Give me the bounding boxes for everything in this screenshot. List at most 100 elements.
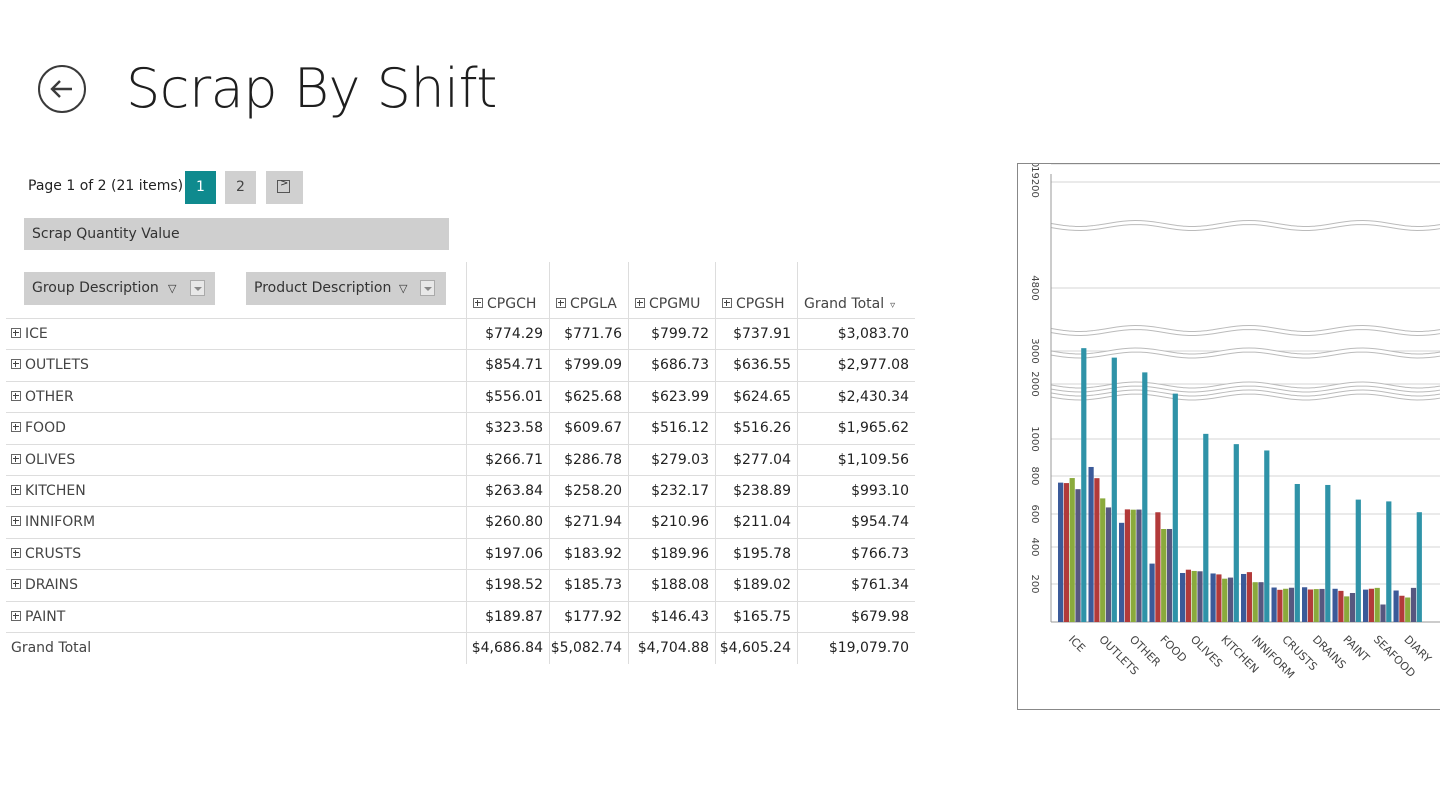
row-header[interactable]: FOOD <box>11 413 66 444</box>
chevron-down-icon[interactable] <box>190 280 205 296</box>
table-row: KITCHEN $263.84 $258.20 $232.17 $238.89 $993.… <box>6 475 915 507</box>
expand-icon[interactable] <box>11 359 21 370</box>
column-header-grand-total[interactable]: Grand Total ▿ <box>797 262 916 318</box>
table-cell: $556.01 <box>466 381 549 413</box>
chart-bar <box>1258 582 1264 622</box>
y-tick-label: 200 <box>1029 574 1040 593</box>
table-cell: $188.08 <box>628 570 715 602</box>
row-header[interactable]: KITCHEN <box>11 476 86 507</box>
table-cell: $993.10 <box>797 476 915 507</box>
axis-break <box>1050 390 1440 400</box>
row-header[interactable]: ICE <box>11 319 48 350</box>
filter-icon[interactable]: ▽ <box>168 282 177 295</box>
expand-icon[interactable] <box>11 485 21 495</box>
table-cell: $277.04 <box>715 444 797 476</box>
row-label: PAINT <box>25 608 66 625</box>
y-tick-label: 2000 <box>1029 371 1040 396</box>
chart-bar <box>1227 577 1234 622</box>
page-1-button[interactable]: 1 <box>185 171 216 204</box>
table-cell: $271.94 <box>549 507 628 539</box>
row-header[interactable]: OTHER <box>11 382 74 413</box>
expand-icon[interactable] <box>722 298 732 308</box>
row-label: KITCHEN <box>25 483 86 499</box>
column-header-cpgch[interactable]: CPGCH <box>466 262 550 318</box>
row-header[interactable]: INNIFORM <box>11 507 95 538</box>
expand-icon[interactable] <box>11 610 21 621</box>
grand-total-label: Grand Total <box>11 633 91 664</box>
table-cell: $210.96 <box>628 507 715 539</box>
chart-bar <box>1332 588 1338 622</box>
chart-bar <box>1216 574 1222 622</box>
table-cell: $4,686.84 <box>466 633 549 664</box>
chart-bar <box>1410 587 1417 622</box>
table-cell: $771.76 <box>549 319 628 350</box>
filter-icon[interactable]: ▽ <box>399 282 408 295</box>
table-cell: $258.20 <box>549 476 628 507</box>
table-row: DRAINS $198.52 $185.73 $188.08 $189.02 $761.3… <box>6 569 915 602</box>
y-tick-label: 600 <box>1029 504 1040 523</box>
chevron-down-icon[interactable] <box>420 280 435 296</box>
expand-icon[interactable] <box>11 579 21 590</box>
expand-icon[interactable] <box>556 298 566 308</box>
chart-bar <box>1264 450 1270 622</box>
table-cell: $146.43 <box>628 601 715 633</box>
chart-bar <box>1105 507 1112 622</box>
next-page-button[interactable]: > <box>266 171 303 204</box>
chart-bar <box>1119 522 1125 622</box>
table-cell: $266.71 <box>466 444 549 476</box>
row-label: CRUSTS <box>25 545 82 562</box>
expand-icon[interactable] <box>11 422 21 433</box>
row-label: Grand Total <box>11 640 92 656</box>
row-label: DRAINS <box>25 577 79 594</box>
chart-bar <box>1124 509 1130 622</box>
chart-bar <box>1185 569 1191 622</box>
axis-break <box>1050 348 1440 358</box>
table-cell: $198.52 <box>466 570 549 602</box>
table-cell: $854.71 <box>466 350 549 382</box>
sort-icon[interactable]: ▿ <box>890 300 896 311</box>
expand-icon[interactable] <box>11 328 21 338</box>
row-header[interactable]: PAINT <box>11 602 65 633</box>
column-header-cpgla[interactable]: CPGLA <box>549 262 629 318</box>
chart-bar <box>1344 596 1350 622</box>
back-button[interactable] <box>38 65 86 113</box>
table-cell: $623.99 <box>628 381 715 413</box>
chart-bar <box>1399 595 1405 622</box>
y-tick-label: 4800 <box>1029 275 1040 300</box>
chart-bar <box>1313 589 1319 622</box>
page-2-button[interactable]: 2 <box>225 171 256 204</box>
table-cell: $4,605.24 <box>715 633 797 664</box>
row-header[interactable]: OLIVES <box>11 445 75 476</box>
table-cell: $189.87 <box>466 601 549 633</box>
row-field-group-description[interactable]: Group Description ▽ <box>24 272 215 305</box>
row-header[interactable]: DRAINS <box>11 570 78 601</box>
expand-icon[interactable] <box>11 516 21 527</box>
row-header[interactable]: CRUSTS <box>11 539 81 570</box>
chart-bar <box>1288 587 1295 622</box>
expand-icon[interactable] <box>11 390 21 401</box>
expand-icon[interactable] <box>635 298 645 308</box>
column-header-cpgmu[interactable]: CPGMU <box>628 262 716 318</box>
chart-bar <box>1380 604 1386 622</box>
table-row: INNIFORM $260.80 $271.94 $210.96 $211.04 $954… <box>6 506 915 539</box>
table-cell: $799.09 <box>549 350 628 382</box>
chart-bar <box>1294 483 1300 622</box>
expand-icon[interactable] <box>473 298 483 308</box>
x-tick-label: OLIVES <box>1188 633 1225 670</box>
table-cell: $323.58 <box>466 413 549 445</box>
column-header-cpgsh[interactable]: CPGSH <box>715 262 798 318</box>
table-cell: $636.55 <box>715 350 797 382</box>
table-row: OUTLETS $854.71 $799.09 $686.73 $636.55 $2,97… <box>6 349 915 382</box>
axis-break <box>1050 382 1440 392</box>
table-cell: $3,083.70 <box>797 319 915 350</box>
row-header[interactable]: OUTLETS <box>11 350 89 381</box>
table-cell: $766.73 <box>797 538 915 570</box>
table-cell: $625.68 <box>549 381 628 413</box>
chart-bar <box>1222 578 1228 622</box>
row-field-product-description[interactable]: Product Description ▽ <box>246 272 446 305</box>
chart-bar <box>1069 478 1075 622</box>
chart-bar <box>1161 529 1167 622</box>
expand-icon[interactable] <box>11 547 21 558</box>
expand-icon[interactable] <box>11 453 21 464</box>
